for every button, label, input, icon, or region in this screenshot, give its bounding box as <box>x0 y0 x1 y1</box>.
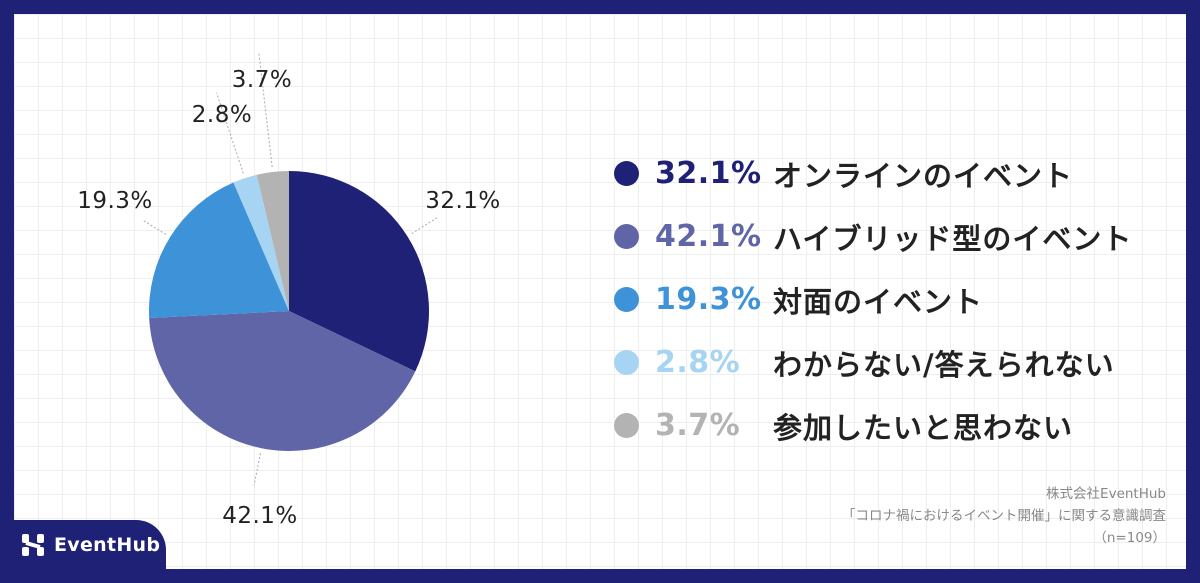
leader-line-2 <box>253 453 261 486</box>
pie-slice-1 <box>289 171 430 372</box>
legend-label: オンラインのイベント <box>773 158 1074 193</box>
legend-item-5: 3.7% 参加したいと思わない <box>614 394 1132 457</box>
legend-label: ハイブリッド型のイベント <box>773 221 1133 256</box>
legend-item-1: 32.1% オンラインのイベント <box>614 142 1132 205</box>
legend-dot-icon <box>614 224 639 249</box>
legend-value: 19.3% <box>655 282 762 317</box>
source-survey: 「コロナ禍におけるイベント開催」に関する意識調査 <box>842 508 1166 524</box>
pie-slice-4 <box>233 174 289 311</box>
pie-slice-5 <box>256 171 289 311</box>
legend-item-2: 42.1% ハイブリッド型のイベント <box>614 205 1132 268</box>
pie-slice-2 <box>149 311 416 452</box>
pie-slice-3 <box>148 182 289 319</box>
legend-label: 参加したいと思わない <box>773 410 1074 445</box>
source-note: 株式会社EventHub 「コロナ禍におけるイベント開催」に関する意識調査 （n… <box>842 483 1166 549</box>
leader-line-1 <box>411 217 438 235</box>
legend-item-3: 19.3% 対面のイベント <box>614 268 1132 331</box>
legend-value: 3.7% <box>655 408 741 443</box>
slice-label-5: 3.7% <box>231 67 293 93</box>
slice-label-2: 42.1% <box>222 503 298 529</box>
source-sample: （n=109） <box>1093 530 1166 546</box>
leader-line-3 <box>142 219 167 235</box>
chart-frame: 32.1% 42.1% 19.3% 2.8% 3.7% 32.1% オンラインのイベント 4… <box>14 14 1186 569</box>
legend-value: 42.1% <box>655 219 762 254</box>
legend: 32.1% オンラインのイベント 42.1% ハイブリッド型のイベント 19.3% 対面の… <box>614 142 1132 457</box>
eventhub-logo: EventHub <box>14 520 166 569</box>
slice-label-3: 19.3% <box>77 188 153 214</box>
legend-dot-icon <box>614 413 639 438</box>
source-company: 株式会社EventHub <box>1046 486 1166 502</box>
legend-value: 32.1% <box>655 156 762 191</box>
legend-value: 2.8% <box>655 345 741 380</box>
legend-dot-icon <box>614 287 639 312</box>
legend-label: 対面のイベント <box>773 284 984 319</box>
eventhub-logo-icon <box>22 533 44 556</box>
slice-label-4: 2.8% <box>191 102 253 128</box>
slice-label-1: 32.1% <box>425 188 501 214</box>
pie-chart <box>142 52 438 486</box>
legend-dot-icon <box>614 350 639 375</box>
legend-item-4: 2.8% わからない/答えられない <box>614 331 1132 394</box>
leader-line-5 <box>258 52 273 168</box>
legend-label: わからない/答えられない <box>773 347 1115 382</box>
legend-dot-icon <box>614 161 639 186</box>
logo-text: EventHub <box>54 533 161 556</box>
